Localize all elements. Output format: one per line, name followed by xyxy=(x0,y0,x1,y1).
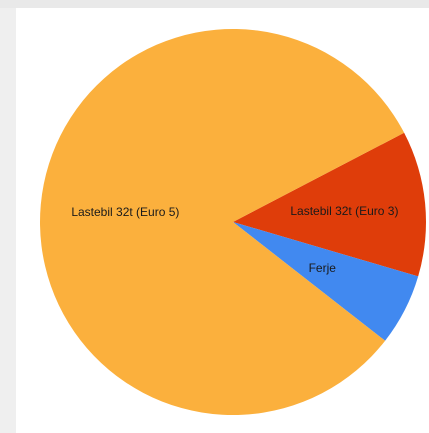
pie-slice-label-1: Lastebil 32t (Euro 3) xyxy=(290,204,398,218)
pie-slice-3 xyxy=(39,28,405,415)
pie-slice-label-3: Lastebil 32t (Euro 5) xyxy=(71,205,179,219)
pie-slice-1 xyxy=(233,132,426,277)
pie-slice-label-2: Ferje xyxy=(309,261,337,275)
pie-slice-2 xyxy=(233,222,419,341)
top-strip xyxy=(0,0,429,8)
